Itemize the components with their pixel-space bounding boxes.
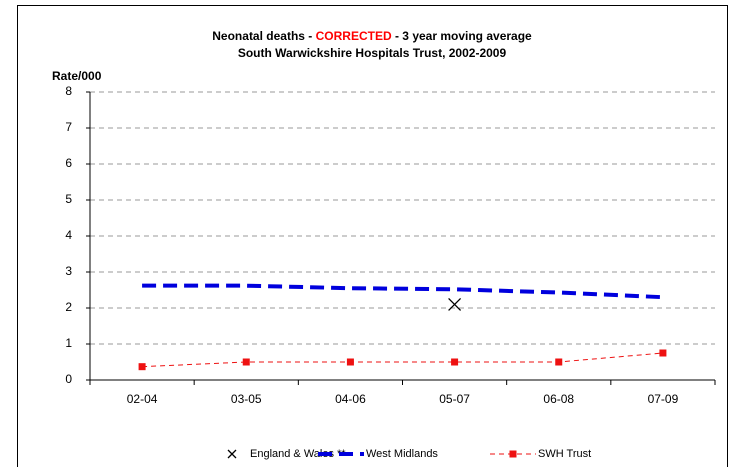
- data-point: [346, 358, 354, 366]
- y-tick-label: 2: [65, 300, 72, 314]
- y-tick-label: 1: [65, 336, 72, 350]
- data-point: [659, 349, 667, 357]
- y-tick-label: 7: [65, 120, 72, 134]
- y-tick-label: 4: [65, 228, 72, 242]
- data-point: [451, 358, 459, 366]
- series-line: [142, 283, 664, 300]
- chart-subtitle: South Warwickshire Hospitals Trust, 2002…: [238, 46, 507, 60]
- data-point: [448, 297, 462, 311]
- x-tick-label: 02-04: [127, 392, 158, 406]
- data-point: [242, 358, 250, 366]
- y-axis-label: Rate/000: [52, 69, 102, 83]
- y-tick-label: 3: [65, 264, 72, 278]
- chart-title: Neonatal deaths - CORRECTED - 3 year mov…: [212, 29, 532, 43]
- y-tick-label: 5: [65, 192, 72, 206]
- title-part: - 3 year moving average: [392, 29, 532, 43]
- series-line: [142, 352, 663, 368]
- x-tick-label: 06-08: [543, 392, 574, 406]
- x-tick-label: 05-07: [439, 392, 470, 406]
- x-tick-label: 04-06: [335, 392, 366, 406]
- legend-marker: [227, 449, 237, 459]
- legend-marker: [509, 450, 517, 458]
- y-tick-label: 0: [65, 372, 72, 386]
- legend-label: SWH Trust: [538, 448, 591, 460]
- x-tick-label: 03-05: [231, 392, 262, 406]
- title-highlight: CORRECTED: [316, 29, 392, 43]
- data-point: [138, 363, 146, 371]
- legend-label: West Midlands: [366, 448, 438, 460]
- x-tick-label: 07-09: [648, 392, 679, 406]
- data-point: [555, 358, 563, 366]
- y-tick-label: 8: [65, 84, 72, 98]
- title-part: Neonatal deaths -: [212, 29, 315, 43]
- y-tick-label: 6: [65, 156, 72, 170]
- legend-label: England & Wales **: [250, 448, 346, 460]
